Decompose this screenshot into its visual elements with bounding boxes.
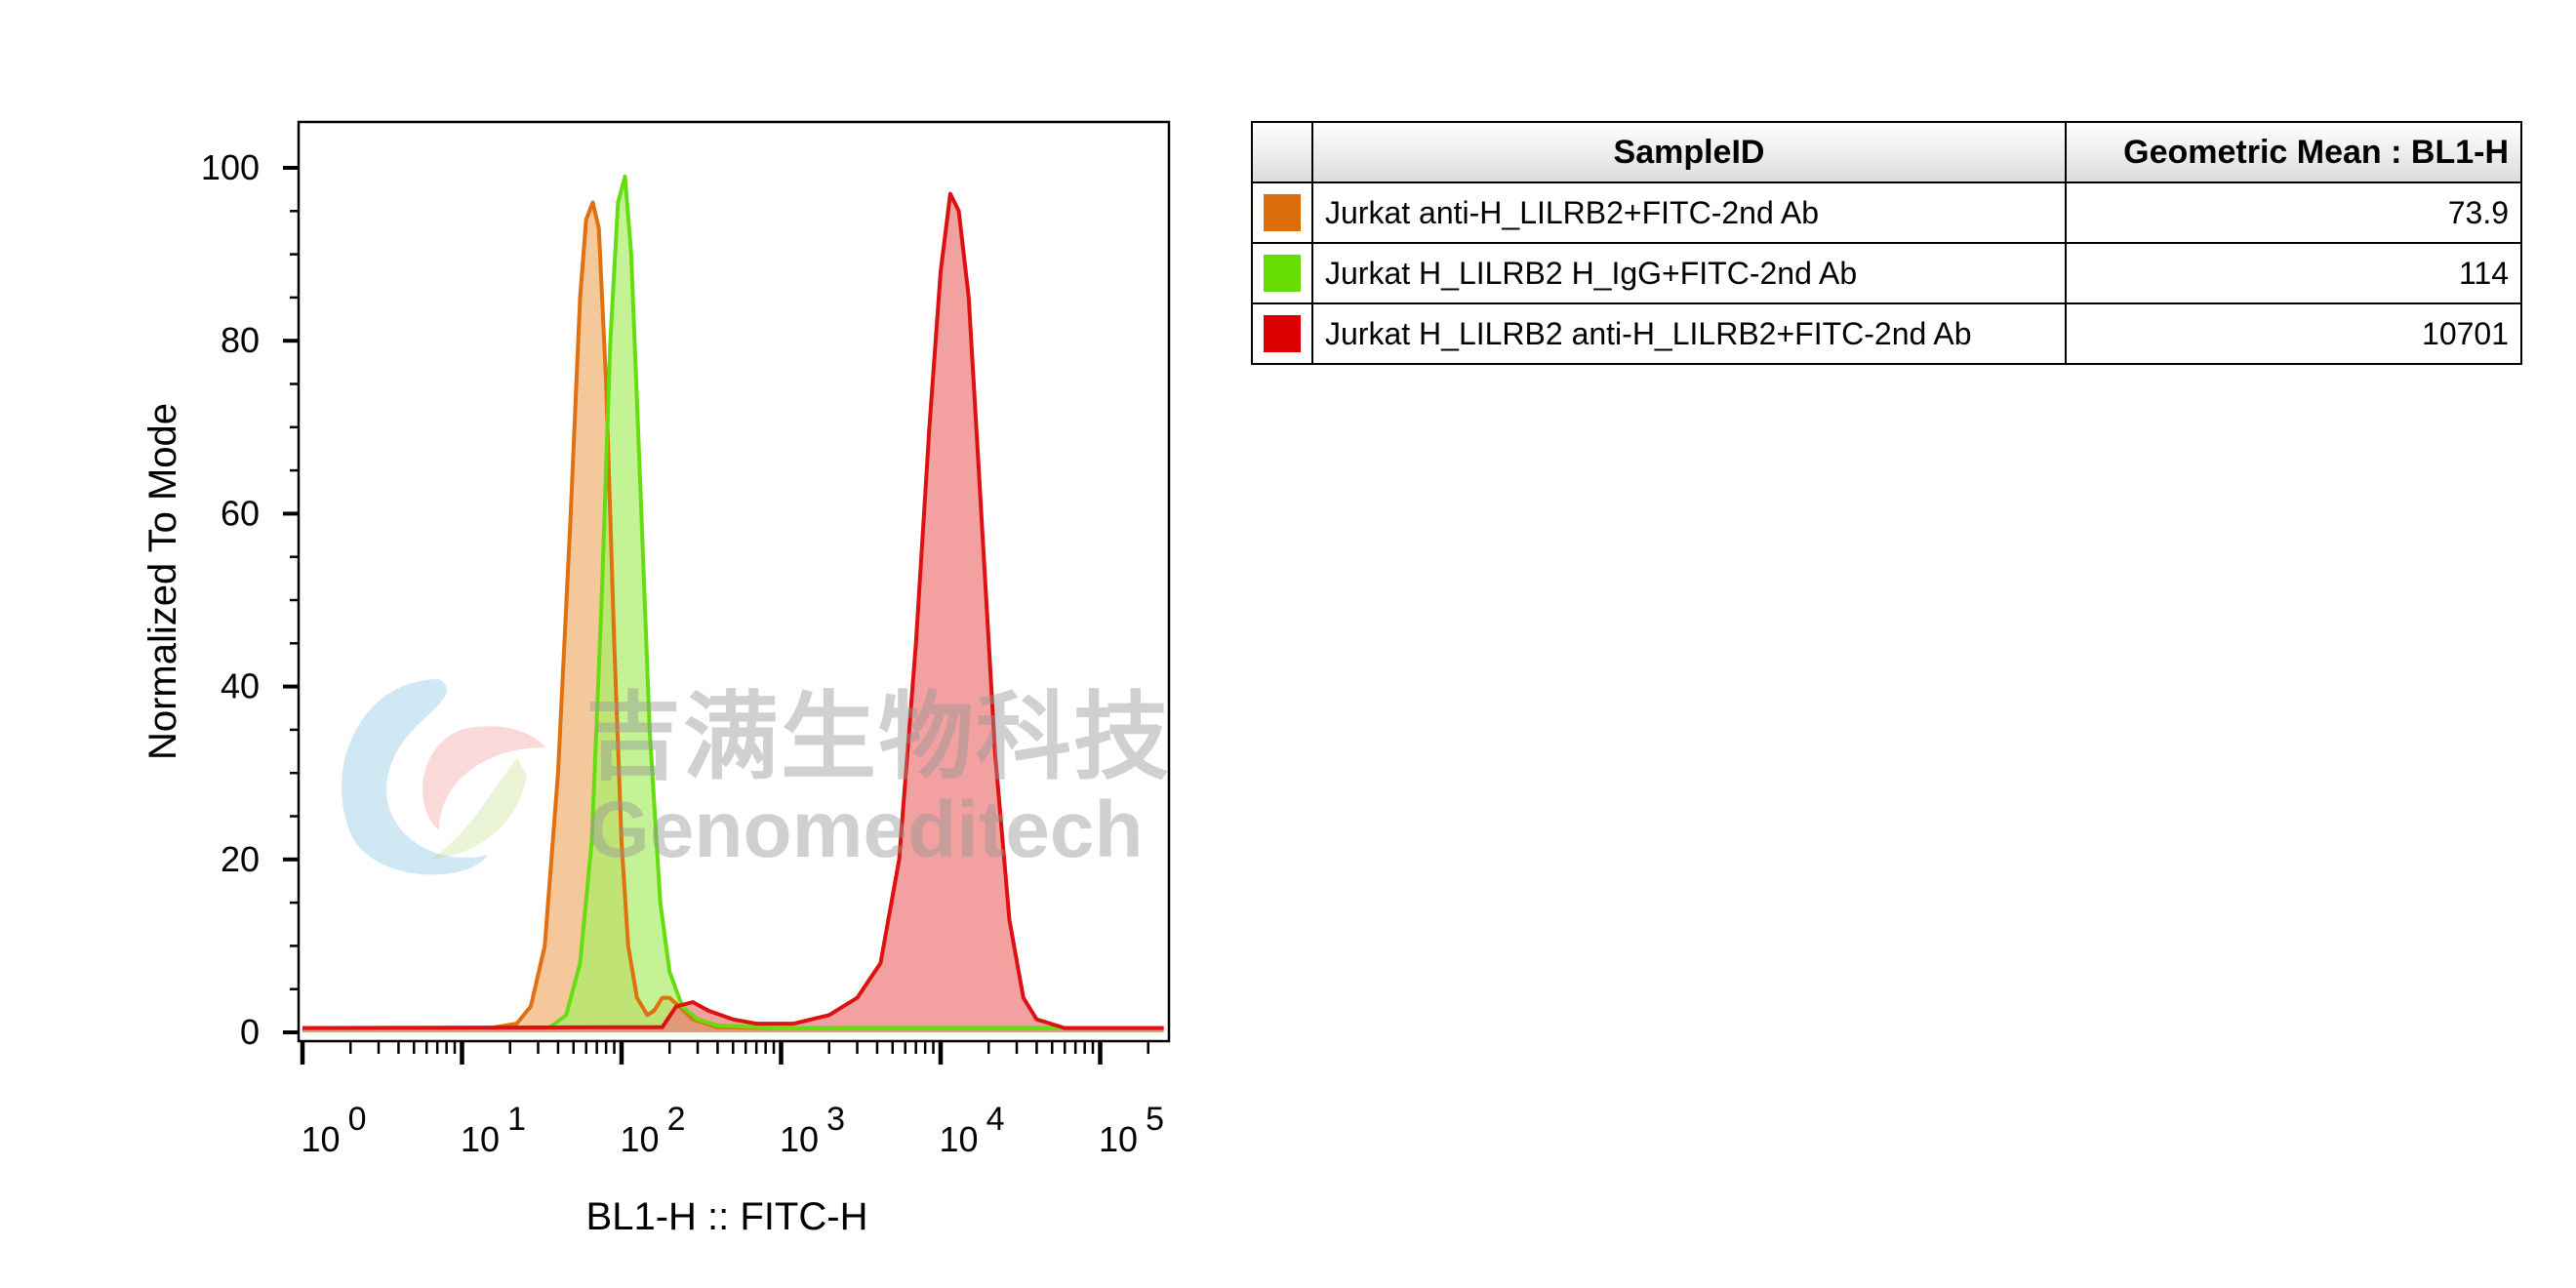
series-line-1 bbox=[302, 200, 1164, 1030]
legend-swatch-cell bbox=[1251, 302, 1313, 365]
series-area-2 bbox=[302, 176, 1164, 1032]
legend-sample-name: Jurkat H_LILRB2 H_IgG+FITC-2nd Ab bbox=[1311, 242, 2067, 304]
legend-row: Jurkat anti-H_LILRB2+FITC-2nd Ab 73.9 bbox=[1251, 181, 2522, 244]
legend-swatch-green bbox=[1264, 255, 1301, 292]
y-tick-label: 100 bbox=[201, 147, 260, 187]
legend-sample-name: Jurkat H_LILRB2 anti-H_LILRB2+FITC-2nd A… bbox=[1311, 302, 2067, 365]
legend-swatch-cell bbox=[1251, 242, 1313, 304]
legend-geometric-mean: 114 bbox=[2065, 242, 2522, 304]
y-tick-label: 60 bbox=[221, 493, 260, 533]
series-area-1 bbox=[302, 202, 1164, 1032]
legend-header-sample: SampleID bbox=[1311, 121, 2067, 183]
histogram-lines bbox=[302, 174, 1164, 1030]
legend-header-row: SampleID Geometric Mean : BL1-H bbox=[1251, 121, 2522, 183]
legend-sample-name: Jurkat anti-H_LILRB2+FITC-2nd Ab bbox=[1311, 181, 2067, 244]
legend-swatch-orange bbox=[1264, 194, 1301, 231]
plot-frame bbox=[297, 120, 1171, 1043]
series-area-3 bbox=[302, 193, 1164, 1033]
y-tick-label: 20 bbox=[221, 839, 260, 879]
series-line-2 bbox=[302, 174, 1164, 1030]
legend-header-mean: Geometric Mean : BL1-H bbox=[2065, 121, 2522, 183]
legend-swatch-red bbox=[1264, 315, 1301, 352]
y-axis-label: Normalized To Mode bbox=[141, 403, 184, 760]
x-tick-label: 10 3 bbox=[780, 1101, 845, 1159]
series-line-3 bbox=[302, 191, 1164, 1030]
legend-row: Jurkat H_LILRB2 anti-H_LILRB2+FITC-2nd A… bbox=[1251, 302, 2522, 365]
x-axis: 10 0 10 1 10 2 10 3 10 4 10 5 bbox=[300, 1041, 1164, 1159]
legend-header-swatch bbox=[1251, 121, 1313, 183]
legend-row: Jurkat H_LILRB2 H_IgG+FITC-2nd Ab 114 bbox=[1251, 242, 2522, 304]
histogram-fills bbox=[302, 176, 1164, 1033]
legend-geometric-mean: 73.9 bbox=[2065, 181, 2522, 244]
x-tick-label: 10 0 bbox=[302, 1101, 367, 1159]
legend-table: SampleID Geometric Mean : BL1-H Jurkat a… bbox=[1251, 121, 2522, 365]
x-tick-label: 10 5 bbox=[1099, 1101, 1164, 1159]
x-tick-label: 10 4 bbox=[940, 1101, 1005, 1159]
x-axis-label: BL1-H :: FITC-H bbox=[586, 1195, 868, 1238]
y-tick-label: 40 bbox=[221, 666, 260, 706]
legend-geometric-mean: 10701 bbox=[2065, 302, 2522, 365]
legend-swatch-cell bbox=[1251, 181, 1313, 244]
y-tick-label: 80 bbox=[221, 320, 260, 360]
y-tick-label: 0 bbox=[240, 1012, 260, 1052]
y-axis: 0 20 40 60 80 100 bbox=[201, 147, 299, 1052]
x-tick-label: 10 1 bbox=[461, 1101, 526, 1159]
x-tick-label: 10 2 bbox=[621, 1101, 686, 1159]
